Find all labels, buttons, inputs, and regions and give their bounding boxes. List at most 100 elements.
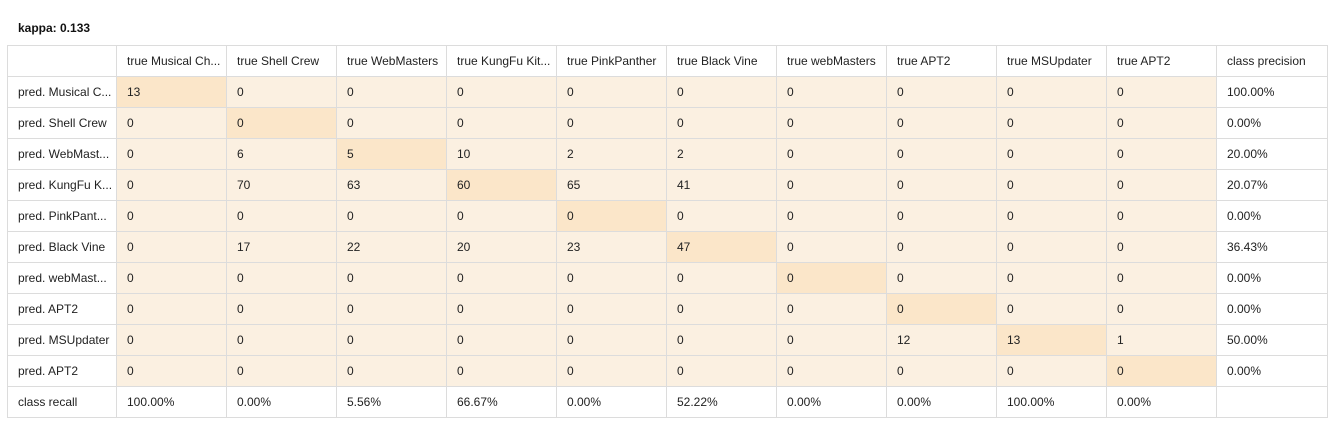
matrix-cell: 0 <box>667 201 777 232</box>
matrix-cell-diagonal: 0 <box>887 294 997 325</box>
matrix-cell: 0 <box>997 356 1107 387</box>
matrix-cell: 0 <box>887 263 997 294</box>
matrix-cell: 0 <box>777 170 887 201</box>
precision-cell: 20.00% <box>1217 139 1328 170</box>
matrix-cell-diagonal: 0 <box>227 108 337 139</box>
matrix-cell: 0 <box>777 77 887 108</box>
recall-row: class recall 100.00% 0.00% 5.56% 66.67% … <box>8 387 1328 418</box>
matrix-cell: 70 <box>227 170 337 201</box>
precision-cell: 20.07% <box>1217 170 1328 201</box>
matrix-cell: 12 <box>887 325 997 356</box>
confusion-matrix-table: true Musical Ch... true Shell Crew true … <box>7 45 1328 418</box>
matrix-cell: 0 <box>337 77 447 108</box>
column-header: true APT2 <box>887 46 997 77</box>
matrix-cell: 0 <box>227 356 337 387</box>
matrix-cell: 0 <box>887 77 997 108</box>
matrix-cell: 0 <box>1107 77 1217 108</box>
matrix-cell: 0 <box>667 108 777 139</box>
matrix-cell: 0 <box>227 325 337 356</box>
matrix-cell: 23 <box>557 232 667 263</box>
matrix-cell: 0 <box>887 201 997 232</box>
matrix-cell: 0 <box>337 294 447 325</box>
precision-cell: 0.00% <box>1217 356 1328 387</box>
corner-cell <box>8 46 117 77</box>
recall-cell: 66.67% <box>447 387 557 418</box>
matrix-cell: 0 <box>1107 139 1217 170</box>
matrix-cell: 0 <box>447 77 557 108</box>
precision-header: class precision <box>1217 46 1328 77</box>
matrix-cell: 0 <box>117 170 227 201</box>
matrix-cell-diagonal: 0 <box>1107 356 1217 387</box>
matrix-cell: 0 <box>227 263 337 294</box>
matrix-cell: 0 <box>337 108 447 139</box>
row-label: pred. Black Vine <box>8 232 117 263</box>
row-label: pred. PinkPant... <box>8 201 117 232</box>
matrix-cell: 0 <box>1107 232 1217 263</box>
recall-cell: 0.00% <box>1107 387 1217 418</box>
matrix-row: pred. WebMast... 0 6 5 10 2 2 0 0 0 0 20.00% <box>8 139 1328 170</box>
matrix-row: pred. PinkPant... 0 0 0 0 0 0 0 0 0 0 0.00% <box>8 201 1328 232</box>
precision-cell: 0.00% <box>1217 201 1328 232</box>
column-header: true KungFu Kit... <box>447 46 557 77</box>
matrix-cell: 0 <box>337 356 447 387</box>
matrix-cell: 0 <box>447 294 557 325</box>
matrix-cell: 0 <box>777 294 887 325</box>
matrix-cell-diagonal: 5 <box>337 139 447 170</box>
matrix-cell: 0 <box>667 294 777 325</box>
matrix-cell-diagonal: 13 <box>117 77 227 108</box>
matrix-cell: 0 <box>997 201 1107 232</box>
matrix-cell: 0 <box>887 139 997 170</box>
matrix-cell: 6 <box>227 139 337 170</box>
precision-cell: 50.00% <box>1217 325 1328 356</box>
matrix-cell: 0 <box>117 263 227 294</box>
recall-cell: 0.00% <box>557 387 667 418</box>
matrix-cell: 20 <box>447 232 557 263</box>
kappa-value: kappa: 0.133 <box>18 21 90 35</box>
matrix-cell: 0 <box>667 263 777 294</box>
matrix-cell: 63 <box>337 170 447 201</box>
matrix-cell: 0 <box>887 108 997 139</box>
header-row: true Musical Ch... true Shell Crew true … <box>8 46 1328 77</box>
recall-label: class recall <box>8 387 117 418</box>
matrix-cell: 0 <box>1107 263 1217 294</box>
matrix-cell: 0 <box>447 263 557 294</box>
column-header: true MSUpdater <box>997 46 1107 77</box>
recall-cell: 5.56% <box>337 387 447 418</box>
recall-cell: 0.00% <box>777 387 887 418</box>
precision-cell: 36.43% <box>1217 232 1328 263</box>
matrix-cell: 0 <box>887 232 997 263</box>
row-label: pred. WebMast... <box>8 139 117 170</box>
matrix-cell: 0 <box>667 77 777 108</box>
matrix-cell: 17 <box>227 232 337 263</box>
matrix-cell: 22 <box>337 232 447 263</box>
row-label: pred. Musical C... <box>8 77 117 108</box>
matrix-cell: 0 <box>1107 108 1217 139</box>
recall-cell: 52.22% <box>667 387 777 418</box>
precision-cell: 0.00% <box>1217 108 1328 139</box>
matrix-cell: 0 <box>997 170 1107 201</box>
matrix-row: pred. webMast... 0 0 0 0 0 0 0 0 0 0 0.00% <box>8 263 1328 294</box>
matrix-cell: 0 <box>777 201 887 232</box>
recall-cell: 0.00% <box>887 387 997 418</box>
row-label: pred. MSUpdater <box>8 325 117 356</box>
matrix-row: pred. Shell Crew 0 0 0 0 0 0 0 0 0 0 0.00% <box>8 108 1328 139</box>
matrix-cell: 0 <box>117 232 227 263</box>
column-header: true Black Vine <box>667 46 777 77</box>
matrix-cell: 0 <box>997 139 1107 170</box>
matrix-cell-diagonal: 0 <box>557 201 667 232</box>
matrix-row: pred. APT2 0 0 0 0 0 0 0 0 0 0 0.00% <box>8 294 1328 325</box>
matrix-cell: 0 <box>667 325 777 356</box>
matrix-cell: 0 <box>447 325 557 356</box>
matrix-cell: 41 <box>667 170 777 201</box>
recall-cell: 100.00% <box>997 387 1107 418</box>
matrix-cell: 0 <box>667 356 777 387</box>
matrix-row: pred. MSUpdater 0 0 0 0 0 0 0 12 13 1 50.00% <box>8 325 1328 356</box>
matrix-cell: 10 <box>447 139 557 170</box>
matrix-cell: 0 <box>557 108 667 139</box>
row-label: pred. KungFu K... <box>8 170 117 201</box>
matrix-cell: 0 <box>997 232 1107 263</box>
matrix-cell: 1 <box>1107 325 1217 356</box>
matrix-cell: 0 <box>777 325 887 356</box>
matrix-cell: 65 <box>557 170 667 201</box>
matrix-cell: 0 <box>777 139 887 170</box>
